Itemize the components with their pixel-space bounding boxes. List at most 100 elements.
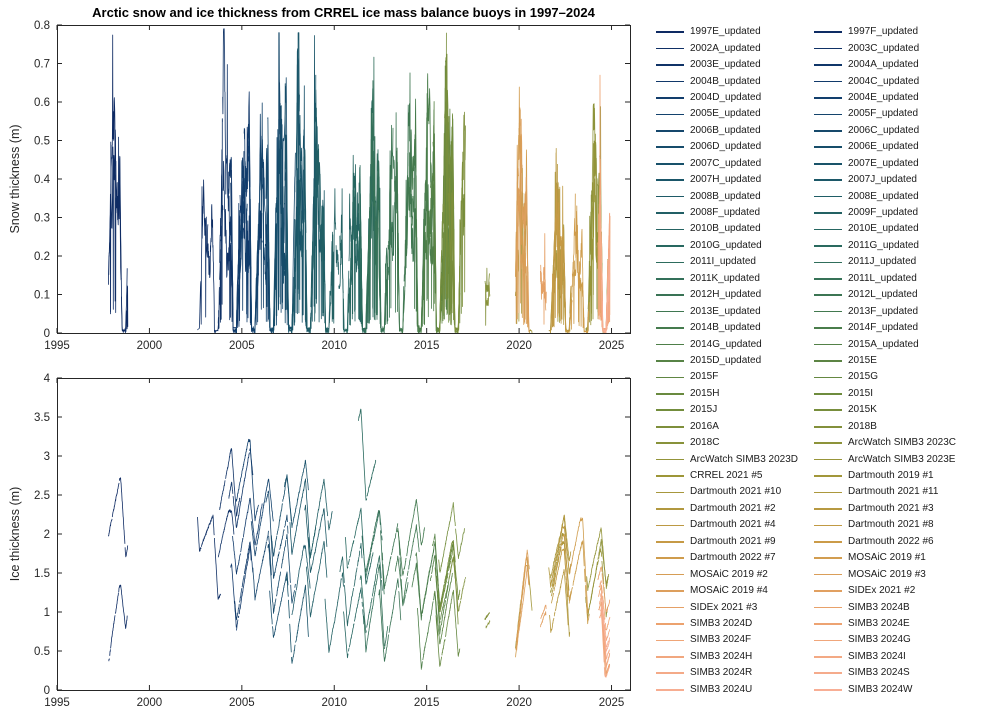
legend-line-sample xyxy=(656,277,684,280)
legend-line-sample xyxy=(814,672,842,675)
legend-item: SIMB3 2024U xyxy=(656,682,814,698)
legend-item: Dartmouth 2021 #8 xyxy=(814,517,1000,533)
legend-item: 2015G xyxy=(814,369,1000,385)
series-line xyxy=(363,564,389,653)
series-line xyxy=(235,119,259,333)
series-line xyxy=(365,510,385,595)
series-line xyxy=(359,555,383,634)
legend-label: 2015E xyxy=(848,354,877,366)
legend-line-sample xyxy=(656,47,684,50)
legend-item: MOSAiC 2019 #3 xyxy=(814,566,1000,582)
legend-item: 2015D_updated xyxy=(656,353,814,369)
legend-label: 2016A xyxy=(690,420,719,432)
legend-label: 2018B xyxy=(848,420,877,432)
series-line xyxy=(234,541,254,621)
legend-label: Dartmouth 2021 #8 xyxy=(848,519,934,531)
legend-item: 2006E_updated xyxy=(814,139,1000,155)
svg-text:2: 2 xyxy=(44,529,50,541)
series-line xyxy=(308,478,333,559)
series-line xyxy=(540,604,547,619)
legend-line-sample xyxy=(814,310,842,313)
legend-label: Dartmouth 2021 #11 xyxy=(848,486,939,498)
legend-item: 2003C_updated xyxy=(814,40,1000,56)
series-line xyxy=(284,459,309,528)
legend-item: 2007C_updated xyxy=(656,156,814,172)
legend-label: ArcWatch SIMB3 2023D xyxy=(690,453,799,465)
svg-text:0.8: 0.8 xyxy=(34,20,50,32)
series-line xyxy=(435,589,461,667)
legend-item: Dartmouth 2022 #7 xyxy=(656,550,814,566)
legend-line-sample xyxy=(814,212,842,214)
legend-label: Dartmouth 2021 #3 xyxy=(848,502,934,514)
legend-label: 2012L_updated xyxy=(848,289,918,301)
legend-label: 2007E_updated xyxy=(848,157,919,169)
legend-line-sample xyxy=(656,475,684,477)
series-line xyxy=(308,144,333,333)
legend-item: SIMB3 2024G xyxy=(814,632,1000,648)
legend-line-sample xyxy=(656,425,684,428)
legend-item: 2008F_updated xyxy=(656,205,814,221)
legend-item: 2005E_updated xyxy=(656,106,814,122)
legend-label: 2011I_updated xyxy=(690,256,756,268)
legend-label: 2015J xyxy=(690,404,718,416)
legend-line-sample xyxy=(814,162,842,165)
legend-line-sample xyxy=(656,212,684,214)
legend-label: 2010B_updated xyxy=(690,223,761,235)
plots-canvas: 1995 2000 2005 2010 2015 2020 2025 0 0.1 0.2 0.3 0.… xyxy=(34,20,631,709)
legend-line-sample xyxy=(656,688,684,691)
svg-text:2015: 2015 xyxy=(414,340,440,352)
series-line xyxy=(552,184,572,333)
legend-label: 2011G_updated xyxy=(848,239,919,251)
legend-label: 2018C xyxy=(690,437,720,449)
series-line xyxy=(516,566,530,651)
legend-line-sample xyxy=(656,590,684,592)
series-line xyxy=(363,80,389,333)
legend-label: Dartmouth 2022 #6 xyxy=(848,535,934,547)
legend-item: 2015I xyxy=(814,386,1000,402)
legend-label: 2015H xyxy=(690,387,720,399)
legend-item: 2003E_updated xyxy=(656,57,814,73)
legend-line-sample xyxy=(814,376,842,379)
legend-item: SIDEx 2021 #3 xyxy=(656,599,814,615)
legend-item: 2015A_updated xyxy=(814,336,1000,352)
legend-item: ArcWatch SIMB3 2023D xyxy=(656,451,814,467)
legend-item: 2015K xyxy=(814,402,1000,418)
series-line xyxy=(219,28,241,333)
series-line xyxy=(235,438,259,522)
svg-text:2025: 2025 xyxy=(599,697,625,709)
legend-line-sample xyxy=(656,360,684,362)
series-line xyxy=(357,408,377,501)
series-line xyxy=(365,136,385,333)
series-line xyxy=(304,504,328,573)
legend-line-sample xyxy=(656,639,684,642)
legend-item: 2007H_updated xyxy=(656,172,814,188)
legend-label: SIMB3 2024W xyxy=(848,683,913,695)
legend-line-sample xyxy=(814,639,842,642)
legend-line-sample xyxy=(656,64,684,66)
series-line xyxy=(569,517,589,614)
series-line xyxy=(585,538,609,617)
legend-line-sample xyxy=(656,294,684,297)
ice-plot: 1995 2000 2005 2010 2015 2020 2025 0 0.5 1 1.5 2 2.5… xyxy=(34,373,631,709)
series-line xyxy=(569,193,589,333)
legend-line-sample xyxy=(814,491,842,494)
legend-item: 2011I_updated xyxy=(656,254,814,270)
legend-label: 2007C_updated xyxy=(690,157,762,169)
legend-label: 2004E_updated xyxy=(848,91,919,103)
legend-line-sample xyxy=(656,130,684,132)
svg-text:2000: 2000 xyxy=(137,697,163,709)
legend-line-sample xyxy=(814,524,842,527)
legend-line-sample xyxy=(814,573,842,576)
legend-line-sample xyxy=(656,228,684,231)
legend-label: CRREL 2021 #5 xyxy=(690,470,763,482)
legend-line-sample xyxy=(814,47,842,50)
legend-line-sample xyxy=(656,310,684,313)
legend-line-sample xyxy=(814,327,842,329)
svg-text:0.2: 0.2 xyxy=(34,251,50,263)
legend-label: 2011J_updated xyxy=(848,256,917,268)
legend-item: 2008E_updated xyxy=(814,188,1000,204)
legend-label: SIMB3 2024U xyxy=(690,683,753,695)
legend-item: MOSAiC 2019 #4 xyxy=(656,583,814,599)
legend-line-sample xyxy=(814,97,842,99)
